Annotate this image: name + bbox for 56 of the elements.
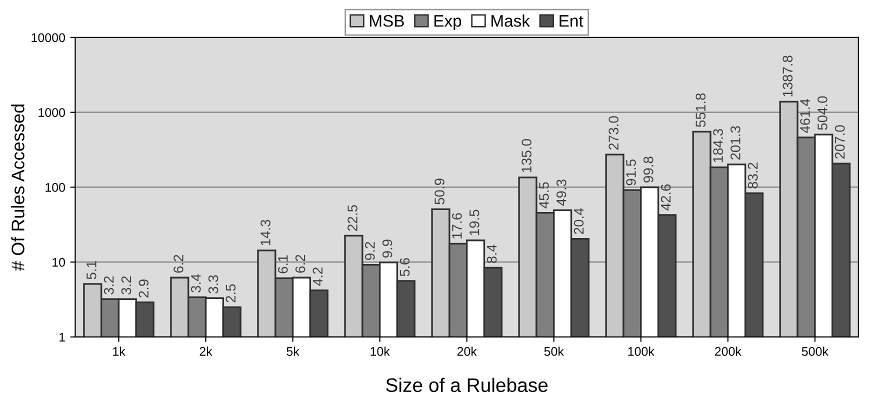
data-label: 207.0 <box>834 125 845 159</box>
data-label: 99.8 <box>643 156 654 182</box>
x-axis-title: Size of a Rulebase <box>386 378 548 392</box>
data-label: 6.2 <box>295 254 306 273</box>
data-label: 42.6 <box>660 184 671 210</box>
legend-label: Mask <box>492 14 530 27</box>
x-tick-label: 2k <box>200 346 212 356</box>
data-label: 201.3 <box>730 126 740 160</box>
data-label: 4.2 <box>312 268 322 286</box>
y-tick-label: 10000 <box>32 33 66 42</box>
data-label: 504.0 <box>818 96 828 130</box>
data-label: 3.4 <box>190 274 201 292</box>
data-label: 9.9 <box>382 240 392 258</box>
data-label: 20.4 <box>574 208 584 234</box>
data-label: 2.9 <box>138 280 149 298</box>
data-label: 184.3 <box>713 129 723 162</box>
y-axis-title: # Of Rules Accessed <box>11 104 24 271</box>
legend-label: Exp <box>434 15 462 30</box>
legend-label: Ent <box>560 15 584 27</box>
x-tick-label: 500k <box>802 346 829 356</box>
x-tick-label: 10k <box>370 346 390 356</box>
data-label: 19.5 <box>469 210 480 236</box>
y-tick-label: 1 <box>60 332 65 342</box>
data-label: 5.6 <box>400 258 410 276</box>
y-tick-label: 10 <box>52 258 66 267</box>
x-tick-label: 100k <box>628 346 654 356</box>
data-label: 83.2 <box>748 162 758 188</box>
data-label: 3.3 <box>208 275 218 294</box>
x-tick-label: 50k <box>544 346 564 356</box>
data-label: 6.2 <box>174 254 184 273</box>
data-label: 3.2 <box>121 276 132 294</box>
data-label: 22.5 <box>348 205 358 231</box>
x-tick-label: 20k <box>457 346 477 356</box>
x-tick-label: 200k <box>714 346 742 356</box>
data-label: 2.5 <box>226 284 236 302</box>
data-label: 50.9 <box>434 178 444 204</box>
data-label: 5.1 <box>86 261 96 280</box>
data-label: 91.5 <box>626 159 636 186</box>
data-label: 551.8 <box>696 93 706 127</box>
data-label: 273.0 <box>608 116 619 150</box>
data-label: 49.3 <box>556 180 566 206</box>
data-label: 9.2 <box>365 242 375 260</box>
data-label: 14.3 <box>260 220 270 246</box>
legend-label: MSB <box>370 15 404 27</box>
data-label: 461.4 <box>800 98 810 133</box>
data-label: 8.4 <box>486 244 497 263</box>
x-tick-label: 5k <box>286 346 300 356</box>
y-tick-label: 1000 <box>38 108 66 117</box>
y-tick-label: 100 <box>46 183 66 192</box>
data-label: 17.6 <box>452 213 462 238</box>
x-tick-label: 1k <box>113 346 126 356</box>
data-label: 135.0 <box>522 139 532 172</box>
data-label: 6.1 <box>278 255 288 274</box>
data-label: 1387.8 <box>782 56 793 96</box>
data-label: 45.5 <box>539 182 549 208</box>
data-label: 3.2 <box>104 276 114 294</box>
